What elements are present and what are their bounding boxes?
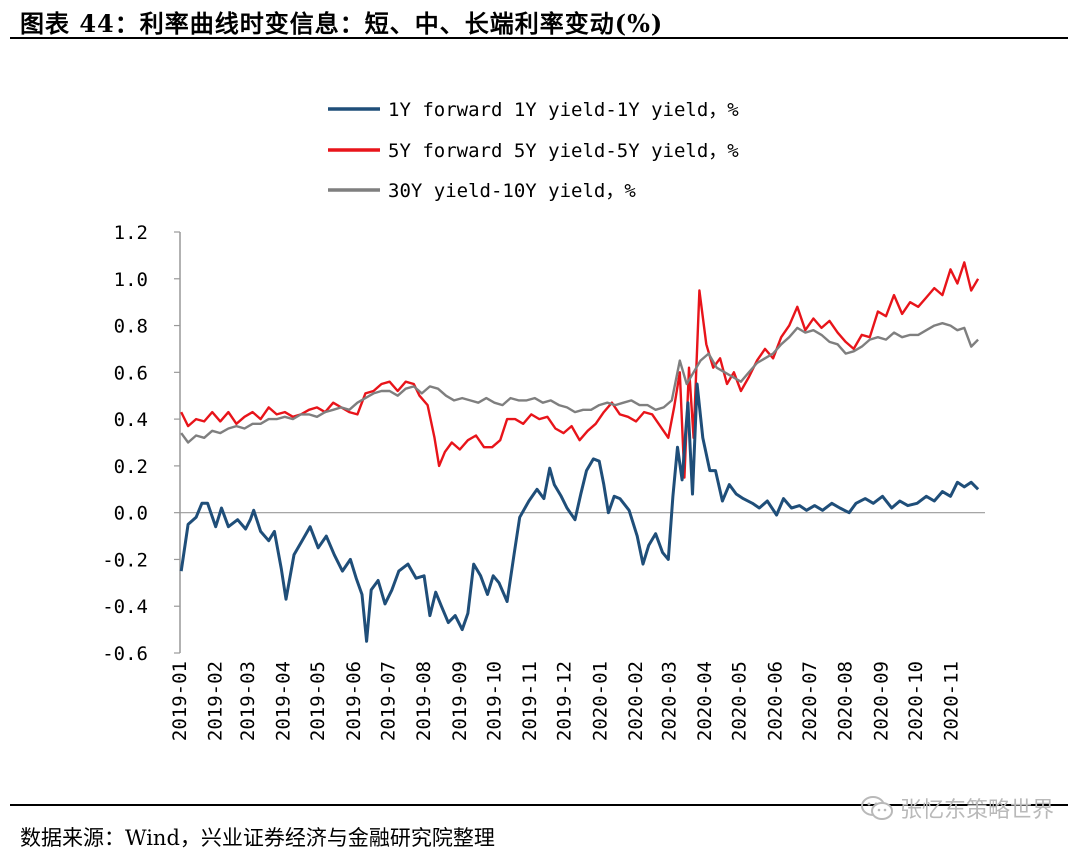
wechat-icon [860,796,893,820]
x-tick-label: 2020-03 [658,661,680,741]
legend-label: 5Y forward 5Y yield-5Y yield，% [388,140,739,162]
x-tick-label: 2020-11 [941,661,963,741]
x-tick-label: 2019-05 [307,661,329,741]
top-rule [10,37,1068,39]
x-tick-label: 2020-08 [835,661,857,741]
legend-label: 1Y forward 1Y yield-1Y yield，% [388,99,739,121]
series-1y-forward-line [179,382,980,643]
x-tick-label: 2020-06 [764,661,786,741]
source-note: 数据来源：Wind，兴业证券经济与金融研究院整理 [20,826,495,850]
x-tick-label: 2019-09 [449,661,471,741]
y-tick-label: -0.2 [102,549,148,571]
legend-item-30y-10y: 30Y yield-10Y yield，% [328,180,636,202]
x-tick-label: 2019-08 [413,661,435,741]
watermark: 张忆东策略世界 [860,792,1054,824]
x-tick-label: 2019-03 [237,661,259,741]
y-tick-label: -0.6 [102,643,148,665]
page-title: 图表 44：利率曲线时变信息：短、中、长端利率变动(%) [20,9,664,38]
x-tick-label: 2019-11 [519,661,541,741]
y-tick-label: 1.2 [114,222,148,244]
x-tick-label: 2019-02 [205,661,227,741]
y-tick-label: 0.8 [114,316,148,338]
x-tick-label: 2019-12 [554,661,576,741]
x-tick-label: 2019-04 [273,661,295,741]
x-tick-label: 2020-07 [799,661,821,741]
legend-item-5y-forward: 5Y forward 5Y yield-5Y yield，% [328,140,739,162]
x-tick-label: 2020-10 [905,661,927,741]
x-tick-label: 2020-01 [589,661,611,741]
x-tick-label: 2020-02 [625,661,647,741]
x-tick-label: 2019-10 [483,661,505,741]
y-tick-label: 1.0 [114,269,148,291]
x-tick-label: 2020-04 [694,661,716,741]
legend-item-1y-forward: 1Y forward 1Y yield-1Y yield，% [328,99,739,121]
x-tick-label: 2019-07 [377,661,399,741]
y-tick-label: -0.4 [102,596,148,618]
x-tick-label: 2020-05 [729,661,751,741]
bottom-rule [10,804,1068,806]
legend-label: 30Y yield-10Y yield，% [388,180,636,202]
x-axis: 2019-01 2019-02 2019-03 2019-04 2019-05 2019-… [169,512,985,741]
chart-legend: 1Y forward 1Y yield-1Y yield，% 5Y forward… [328,99,739,202]
series-5y-forward-line [180,261,980,479]
y-tick-label: 0.4 [114,409,148,431]
y-tick-label: 0.2 [114,456,148,478]
x-tick-label: 2020-09 [870,661,892,741]
x-tick-label: 2019-01 [169,661,191,741]
y-axis: -0.6 -0.4 -0.2 0.0 0.2 0.4 0.6 0.8 1.0 1.2 [102,222,181,665]
series-30y-10y-line [180,322,979,444]
watermark-text: 张忆东策略世界 [899,798,1054,823]
y-tick-label: 0.6 [114,362,148,384]
x-tick-label: 2019-06 [343,661,365,741]
y-tick-label: 0.0 [114,503,148,525]
chart-series [179,261,980,643]
